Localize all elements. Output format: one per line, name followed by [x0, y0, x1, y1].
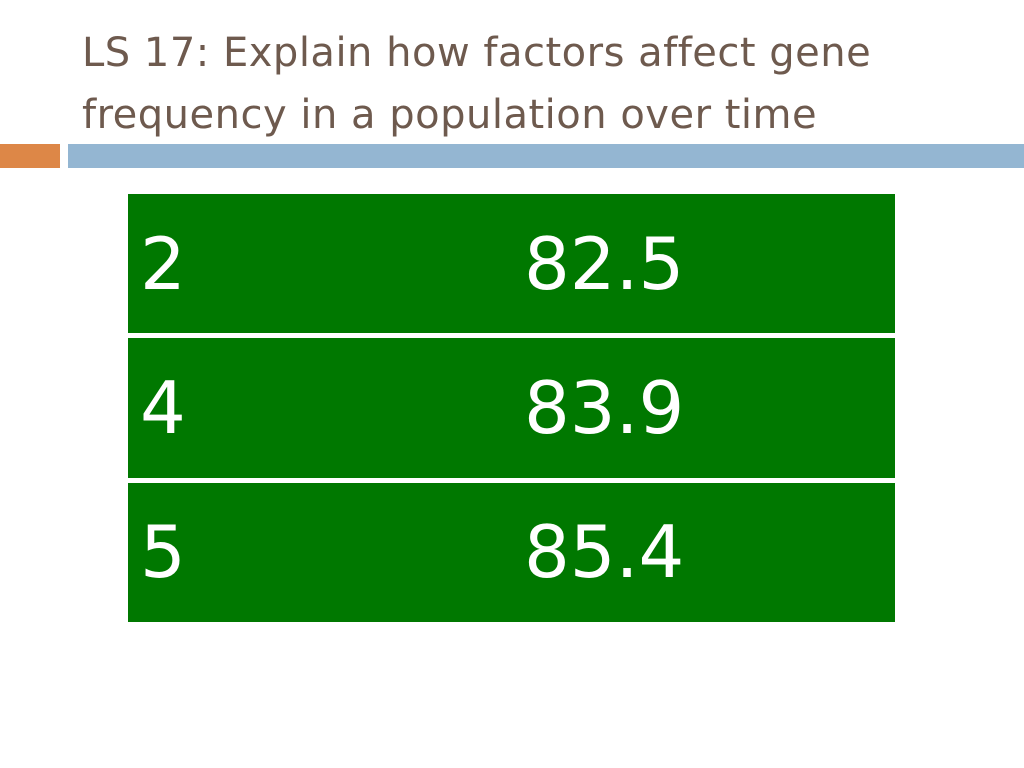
table-cell-col1: 2 — [140, 221, 186, 306]
table-cell-col2: 83.9 — [524, 365, 685, 450]
data-table: 2 82.5 4 83.9 5 85.4 — [128, 194, 895, 622]
table-cell-col1: 5 — [140, 510, 186, 595]
table-row: 4 83.9 — [128, 338, 895, 478]
title-accent-bar — [0, 144, 60, 168]
table-cell-col2: 82.5 — [524, 221, 685, 306]
table-row: 2 82.5 — [128, 194, 895, 334]
table-row: 5 85.4 — [128, 482, 895, 622]
table-cell-col2: 85.4 — [524, 510, 685, 595]
table-cell-col1: 4 — [140, 365, 186, 450]
title-divider-bar — [68, 144, 1024, 168]
slide-title: LS 17: Explain how factors affect gene f… — [82, 30, 872, 138]
